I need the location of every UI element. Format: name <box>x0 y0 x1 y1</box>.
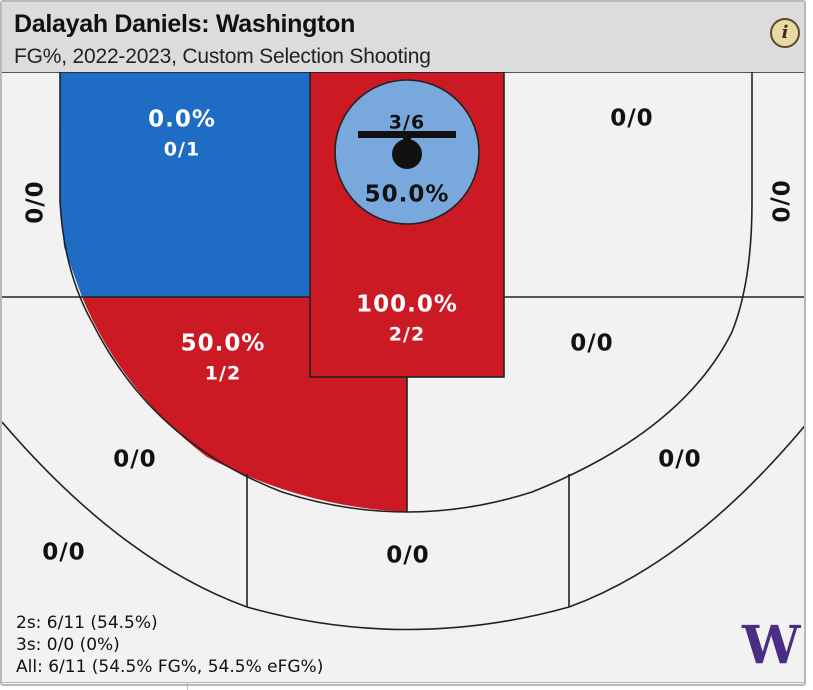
zone-pct-paint-non-rim: 100.0% <box>356 292 458 318</box>
zone-short-left-lower <box>82 297 407 512</box>
chart-subtitle: FG%, 2022-2023, Custom Selection Shootin… <box>14 45 431 68</box>
zone-ratio-short-left-upper: 0/1 <box>164 139 200 161</box>
chart-header: Dalayah Daniels: Washington FG%, 2022-20… <box>2 2 804 72</box>
rim-zone <box>334 79 480 225</box>
basket-icon <box>392 139 422 169</box>
zone-pct-rim: 50.0% <box>365 182 450 208</box>
zone-pct-short-left-lower: 50.0% <box>181 331 266 357</box>
zone-label-left-wing-three: 0/0 <box>42 540 85 566</box>
zone-ratio-short-left-lower: 1/2 <box>205 363 241 385</box>
summary-all: All: 6/11 (54.5% FG%, 54.5% eFG%) <box>16 657 324 677</box>
zone-label-top-key-three: 0/0 <box>386 543 429 569</box>
zone-labels: 50.0% 3/6 100.0% 2/2 0.0% 0/1 50.0% 1/2 0/0 0/0 0/… <box>23 106 793 569</box>
court-lines <box>2 72 804 631</box>
footer-divider <box>0 682 806 683</box>
zone-label-short-right-lower: 0/0 <box>570 331 613 357</box>
zone-label-left-wing-midrange: 0/0 <box>113 447 156 473</box>
zone-ratio-paint-non-rim: 2/2 <box>389 324 425 346</box>
footer-tick <box>187 682 188 690</box>
summary-threes: 3s: 0/0 (0%) <box>16 635 120 655</box>
backboard <box>358 131 456 138</box>
zone-short-left-upper <box>60 72 310 297</box>
zone-label-right-corner-three: 0/0 <box>767 180 793 223</box>
washington-w-logo-icon: W <box>742 615 800 676</box>
shooting-summary: 2s: 6/11 (54.5%) 3s: 0/0 (0%) All: 6/11 … <box>16 612 323 678</box>
zone-label-short-right-upper: 0/0 <box>610 106 653 132</box>
info-icon[interactable]: i <box>770 18 800 48</box>
summary-twos: 2s: 6/11 (54.5%) <box>16 613 158 633</box>
zone-label-right-wing-midrange: 0/0 <box>658 447 701 473</box>
zone-pct-short-left-upper: 0.0% <box>148 107 216 133</box>
chart-title: Dalayah Daniels: Washington <box>14 10 356 38</box>
zone-ratio-rim: 3/6 <box>389 112 425 134</box>
zone-label-left-corner-three: 0/0 <box>23 180 49 223</box>
